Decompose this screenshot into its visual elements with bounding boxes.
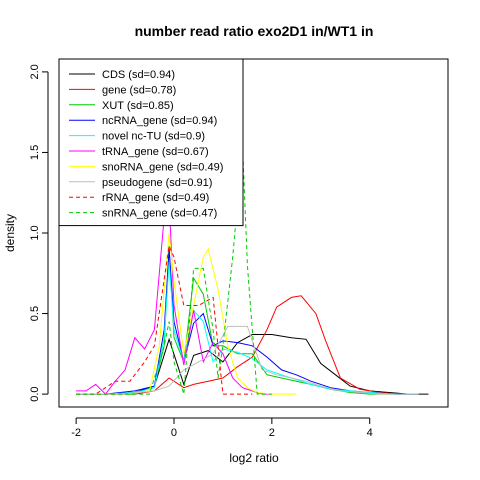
- y-axis: 0.0 0.5 1.0 1.5 2.0: [29, 64, 49, 402]
- x-tick-label: 0: [171, 427, 177, 439]
- x-axis-label: log2 ratio: [229, 451, 279, 465]
- legend-label: ncRNA_gene (sd=0.94): [102, 115, 217, 127]
- chart-title: number read ratio exo2D1 in/WT1 in: [135, 23, 374, 39]
- series-line-7: [76, 325, 419, 395]
- series-line-4: [76, 261, 419, 395]
- legend-label: XUT (sd=0.85): [102, 100, 174, 112]
- legend-label: snoRNA_gene (sd=0.49): [102, 161, 223, 173]
- series-line-3: [76, 249, 419, 395]
- y-tick-label: 1.0: [29, 225, 41, 240]
- legend-label: pseudogene (sd=0.91): [102, 177, 212, 189]
- series-line-8: [76, 244, 253, 395]
- x-tick-label: 2: [269, 427, 275, 439]
- series-line-0: [76, 334, 429, 395]
- x-axis: -2 0 2 4: [71, 417, 373, 439]
- x-tick-label: 4: [367, 427, 373, 439]
- y-tick-label: 0.0: [29, 386, 41, 401]
- plot-frame: [58, 58, 449, 408]
- legend-label: CDS (sd=0.94): [102, 69, 175, 81]
- series-line-6: [76, 232, 297, 395]
- legend: CDS (sd=0.94) gene (sd=0.78) XUT (sd=0.85)…: [58, 58, 244, 227]
- y-tick-label: 0.5: [29, 306, 41, 321]
- legend-label: tRNA_gene (sd=0.67): [102, 146, 209, 158]
- series-line-9: [76, 144, 272, 395]
- series-lines: [76, 144, 429, 395]
- legend-label: rRNA_gene (sd=0.49): [102, 192, 209, 204]
- legend-label: novel nc-TU (sd=0.9): [102, 131, 205, 143]
- y-axis-label: density: [3, 214, 17, 252]
- y-tick-label: 2.0: [29, 64, 41, 79]
- legend-label: snRNA_gene (sd=0.47): [102, 208, 217, 220]
- series-line-5: [76, 200, 272, 395]
- legend-box: [58, 58, 244, 227]
- y-tick-label: 1.5: [29, 145, 41, 160]
- legend-label: gene (sd=0.78): [102, 84, 176, 96]
- series-line-1: [76, 295, 419, 395]
- x-tick-label: -2: [71, 427, 81, 439]
